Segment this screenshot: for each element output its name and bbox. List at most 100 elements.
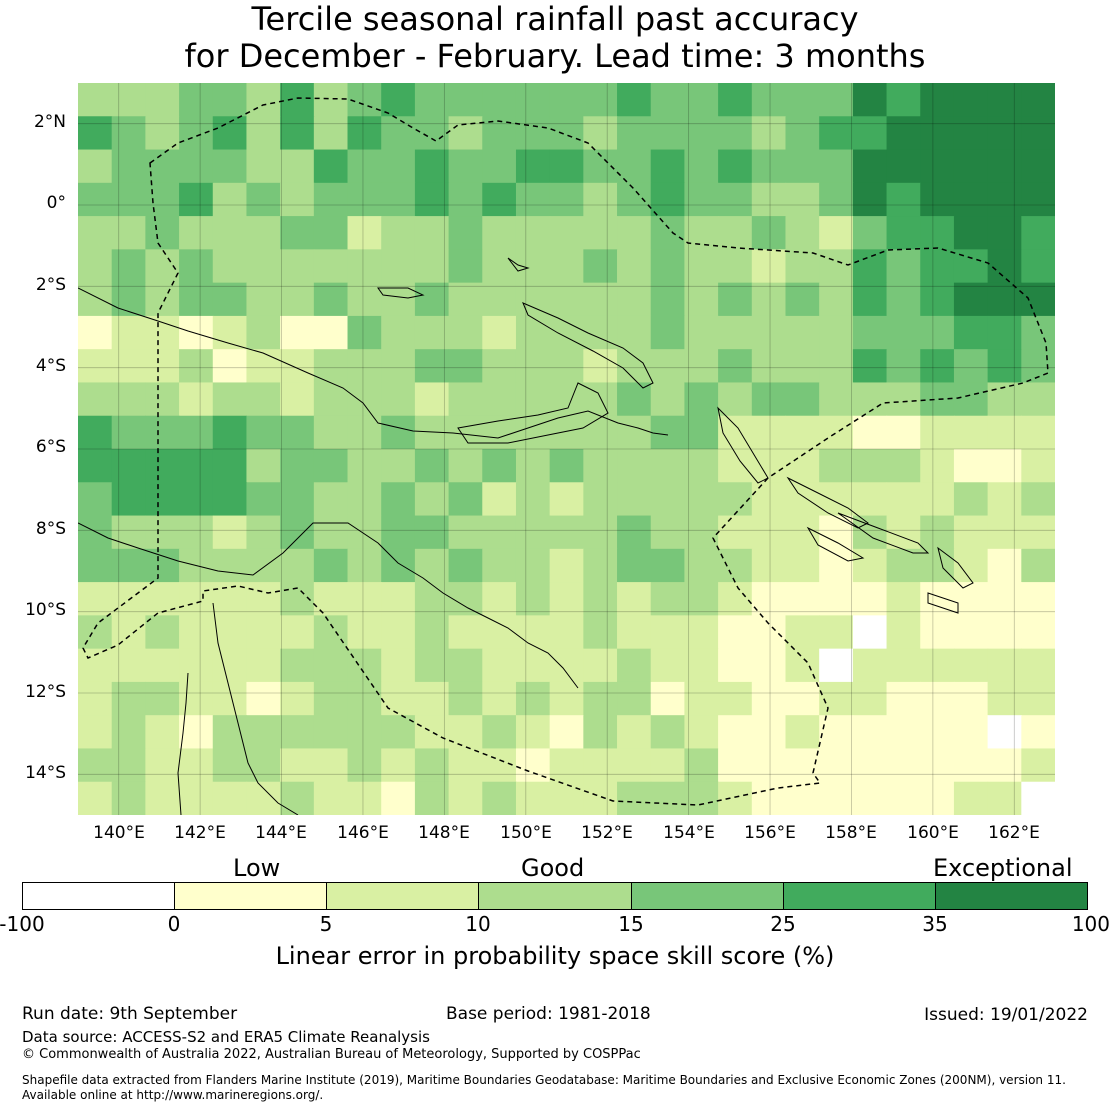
skill-cell	[280, 149, 315, 184]
skill-cell	[953, 615, 989, 650]
skill-cell	[381, 515, 416, 550]
skill-cell	[280, 415, 315, 450]
skill-cell	[280, 83, 315, 117]
skill-cell	[179, 349, 214, 384]
skill-cell	[347, 349, 382, 384]
skill-cell	[886, 349, 921, 384]
skill-cell	[953, 349, 989, 384]
skill-cell	[953, 282, 989, 317]
skill-cell	[381, 415, 416, 450]
colorbar-tick-label: 100	[1071, 912, 1110, 936]
skill-cell	[212, 548, 248, 583]
skill-cell	[785, 615, 820, 650]
skill-cell	[819, 382, 854, 417]
skill-cell	[347, 482, 382, 517]
skill-cell	[920, 648, 955, 683]
skill-cell	[145, 415, 180, 450]
skill-cell	[246, 216, 281, 250]
skill-cell	[953, 681, 989, 716]
skill-cell	[751, 515, 787, 550]
skill-cell	[684, 249, 719, 284]
skill-cell	[414, 216, 450, 250]
skill-cell	[785, 415, 820, 450]
skill-cell	[347, 149, 382, 184]
skill-cell	[718, 149, 753, 184]
skill-cell	[111, 216, 146, 250]
skill-cell	[650, 216, 686, 250]
skill-cell	[1021, 482, 1055, 517]
skill-cell	[313, 781, 349, 815]
skill-cell	[482, 781, 517, 815]
skill-cell	[515, 482, 551, 517]
skill-cell	[684, 149, 719, 184]
colorbar-tick-label: 0	[167, 912, 181, 936]
y-tick-label: 6°S	[35, 437, 66, 457]
skill-cell	[145, 149, 180, 184]
skill-cell	[448, 548, 483, 583]
skill-cell	[920, 182, 955, 217]
eez-boundary	[82, 97, 1049, 806]
skill-cell	[448, 182, 483, 217]
issued-date: Issued: 19/01/2022	[924, 1005, 1088, 1025]
skill-cell	[414, 715, 450, 750]
colorbar-tick-label: 15	[618, 912, 644, 936]
skill-cell	[78, 615, 113, 650]
skill-cell	[886, 382, 921, 417]
skill-cell	[785, 315, 820, 350]
skill-cell	[886, 548, 921, 583]
skill-cell	[953, 582, 989, 616]
skill-cell	[852, 715, 888, 750]
skill-cell	[650, 116, 686, 151]
skill-cell	[347, 548, 382, 583]
skill-cell	[246, 482, 281, 517]
skill-cell	[482, 182, 517, 217]
admiralty-islands-coast	[377, 257, 530, 299]
skill-cell	[886, 415, 921, 450]
skill-cell	[78, 249, 113, 284]
skill-cell	[987, 116, 1022, 151]
skill-cell	[953, 83, 989, 117]
skill-cell	[482, 648, 517, 683]
skill-cell	[1021, 449, 1055, 483]
skill-cell	[515, 382, 551, 417]
skill-cell	[953, 315, 989, 350]
skill-cell	[920, 715, 955, 750]
skill-cell	[448, 748, 483, 783]
skill-cell	[1021, 315, 1055, 350]
skill-cell	[280, 116, 315, 151]
skill-cell	[920, 382, 955, 417]
skill-cell	[617, 681, 652, 716]
skill-cell	[886, 249, 921, 284]
skill-cell	[920, 282, 955, 317]
skill-cell	[819, 449, 854, 483]
legend-category-good: Good	[521, 854, 585, 882]
skill-cell	[313, 282, 349, 317]
skill-cell	[313, 83, 349, 117]
skill-cell	[886, 149, 921, 184]
skill-cell	[920, 515, 955, 550]
skill-cell	[785, 216, 820, 250]
skill-cell	[987, 249, 1022, 284]
colorbar-tick-label: 5	[319, 912, 333, 936]
skill-cell	[78, 582, 113, 616]
skill-cell	[987, 216, 1022, 250]
skill-cell	[751, 182, 787, 217]
skill-cell	[448, 515, 483, 550]
skill-cell	[145, 748, 180, 783]
skill-cell	[718, 681, 753, 716]
skill-cell	[583, 515, 618, 550]
skill-cell	[819, 515, 854, 550]
skill-cell	[414, 582, 450, 616]
skill-cell	[145, 781, 180, 815]
skill-cell	[414, 315, 450, 350]
skill-cell	[347, 382, 382, 417]
skill-cell	[953, 482, 989, 517]
skill-cell	[718, 781, 753, 815]
skill-cell	[212, 715, 248, 750]
skill-cell	[684, 548, 719, 583]
skill-cell	[785, 681, 820, 716]
skill-cell	[280, 482, 315, 517]
skill-cell	[1021, 515, 1055, 550]
skill-cell	[819, 548, 854, 583]
skill-cell	[684, 182, 719, 217]
